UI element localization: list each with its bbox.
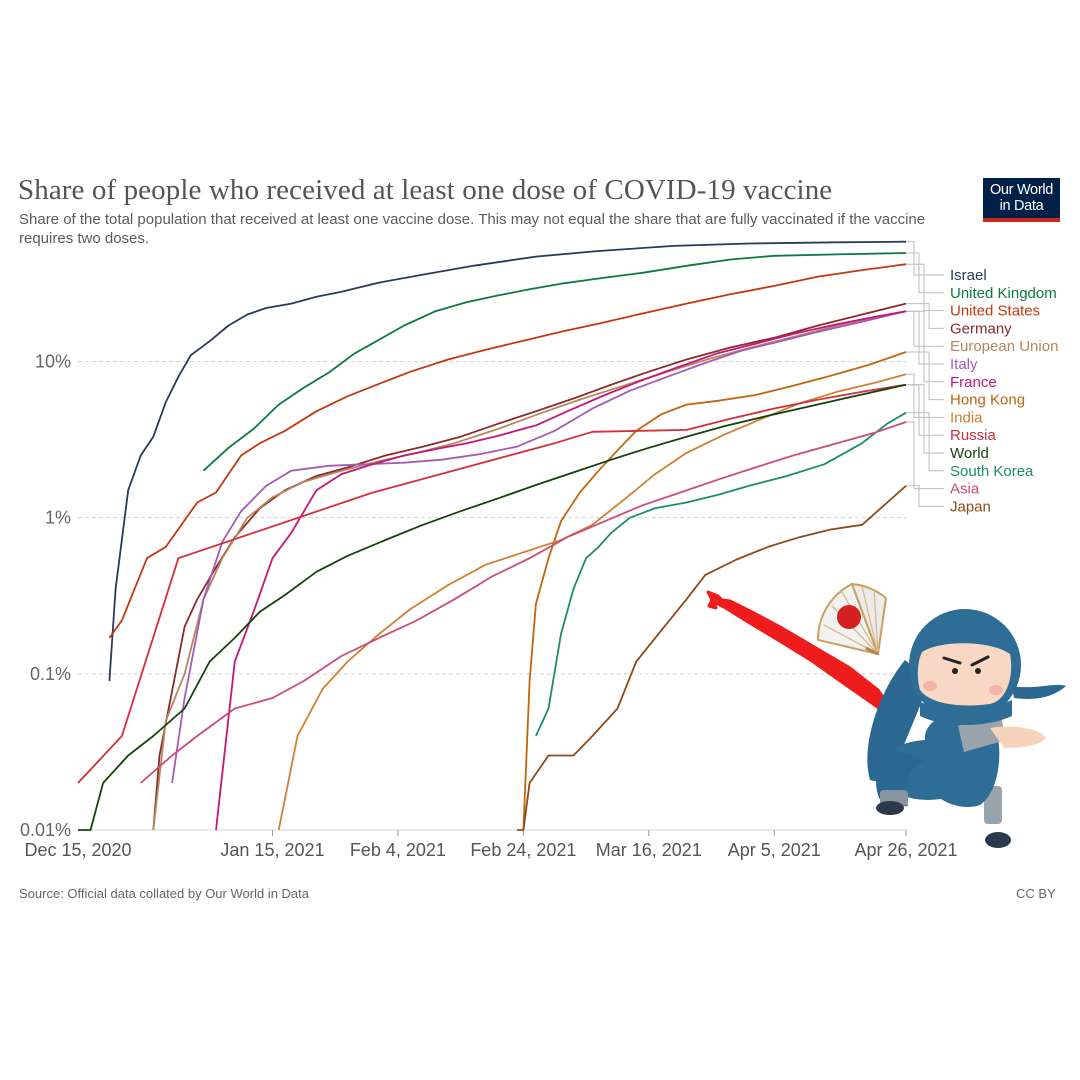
legend-connector: [906, 485, 944, 507]
source-note: Source: Official data collated by Our Wo…: [19, 886, 309, 901]
series-line[interactable]: [517, 485, 907, 831]
owid-logo[interactable]: Our World in Data: [983, 178, 1060, 222]
legend-connector: [906, 384, 944, 454]
series-line[interactable]: [78, 383, 907, 831]
series-line[interactable]: [215, 310, 907, 831]
series-line[interactable]: [140, 421, 907, 784]
legend-connector: [906, 263, 944, 312]
legend-label[interactable]: European Union: [950, 338, 1058, 355]
series-line[interactable]: [108, 240, 907, 682]
legend-label[interactable]: United States: [950, 303, 1040, 320]
x-axis: Dec 15, 2020 Jan 15, 2021 Feb 4, 2021 Feb 2…: [24, 830, 958, 860]
x-tick-label: Feb 24, 2021: [470, 840, 576, 860]
x-tick-label: Apr 5, 2021: [728, 840, 821, 860]
x-tick-label: Feb 4, 2021: [350, 840, 446, 860]
series-line[interactable]: [535, 411, 907, 737]
series-line[interactable]: [277, 373, 907, 831]
license-link[interactable]: CC BY: [1016, 886, 1056, 901]
logo-text-line1: Our World: [989, 182, 1054, 198]
y-tick-label: 1%: [45, 508, 71, 528]
legend-label[interactable]: Italy: [950, 356, 978, 373]
y-tick-label: 10%: [35, 352, 71, 372]
legend-label[interactable]: Hong Kong: [950, 392, 1025, 409]
legend-label[interactable]: Asia: [950, 481, 980, 498]
x-tick-label: Dec 15, 2020: [24, 840, 131, 860]
series-lines: [77, 240, 907, 831]
red-arrow: [706, 590, 894, 718]
legend-connector: [906, 351, 944, 401]
legend-connector: [906, 412, 944, 472]
legend-connector: [906, 421, 944, 490]
y-tick-label: 0.01%: [20, 820, 71, 840]
y-tick-label: 0.1%: [30, 664, 71, 684]
legend-connector: [906, 384, 944, 436]
series-line[interactable]: [202, 252, 907, 472]
series-line[interactable]: [152, 302, 907, 831]
legend-connector: [906, 252, 944, 294]
ninja-icon: [867, 609, 1066, 848]
series-line[interactable]: [108, 263, 907, 639]
legend-label[interactable]: United Kingdom: [950, 285, 1057, 302]
legend-connector: [906, 310, 944, 365]
series-line[interactable]: [77, 383, 907, 784]
y-axis: 0.01% 0.1% 1% 10%: [20, 352, 71, 840]
legend-label[interactable]: Russia: [950, 427, 997, 444]
series-line[interactable]: [152, 310, 907, 831]
legend-label[interactable]: South Korea: [950, 463, 1034, 480]
legend-connector: [906, 241, 944, 276]
legend-connector: [906, 303, 944, 329]
x-tick-label: Jan 15, 2021: [220, 840, 324, 860]
legend-connector: [906, 373, 944, 418]
legend-label[interactable]: India: [950, 409, 983, 426]
chart-title: Share of people who received at least on…: [18, 174, 833, 206]
rising-sun-mark: [837, 605, 861, 629]
x-tick-label: Apr 26, 2021: [854, 840, 957, 860]
chart-subtitle: Share of the total population that recei…: [19, 211, 926, 247]
ninja-illustration: [706, 582, 1066, 848]
legend-label[interactable]: Israel: [950, 267, 987, 284]
legend-label[interactable]: World: [950, 445, 989, 462]
legend-label[interactable]: France: [950, 374, 997, 391]
series-line[interactable]: [171, 310, 907, 784]
legend-label[interactable]: Japan: [950, 498, 991, 515]
x-tick-label: Mar 16, 2021: [596, 840, 702, 860]
folding-fan-icon: [816, 582, 888, 656]
legend-connector: [906, 310, 944, 383]
legend-label[interactable]: Germany: [950, 320, 1012, 337]
logo-text-line2: in Data: [999, 198, 1044, 214]
